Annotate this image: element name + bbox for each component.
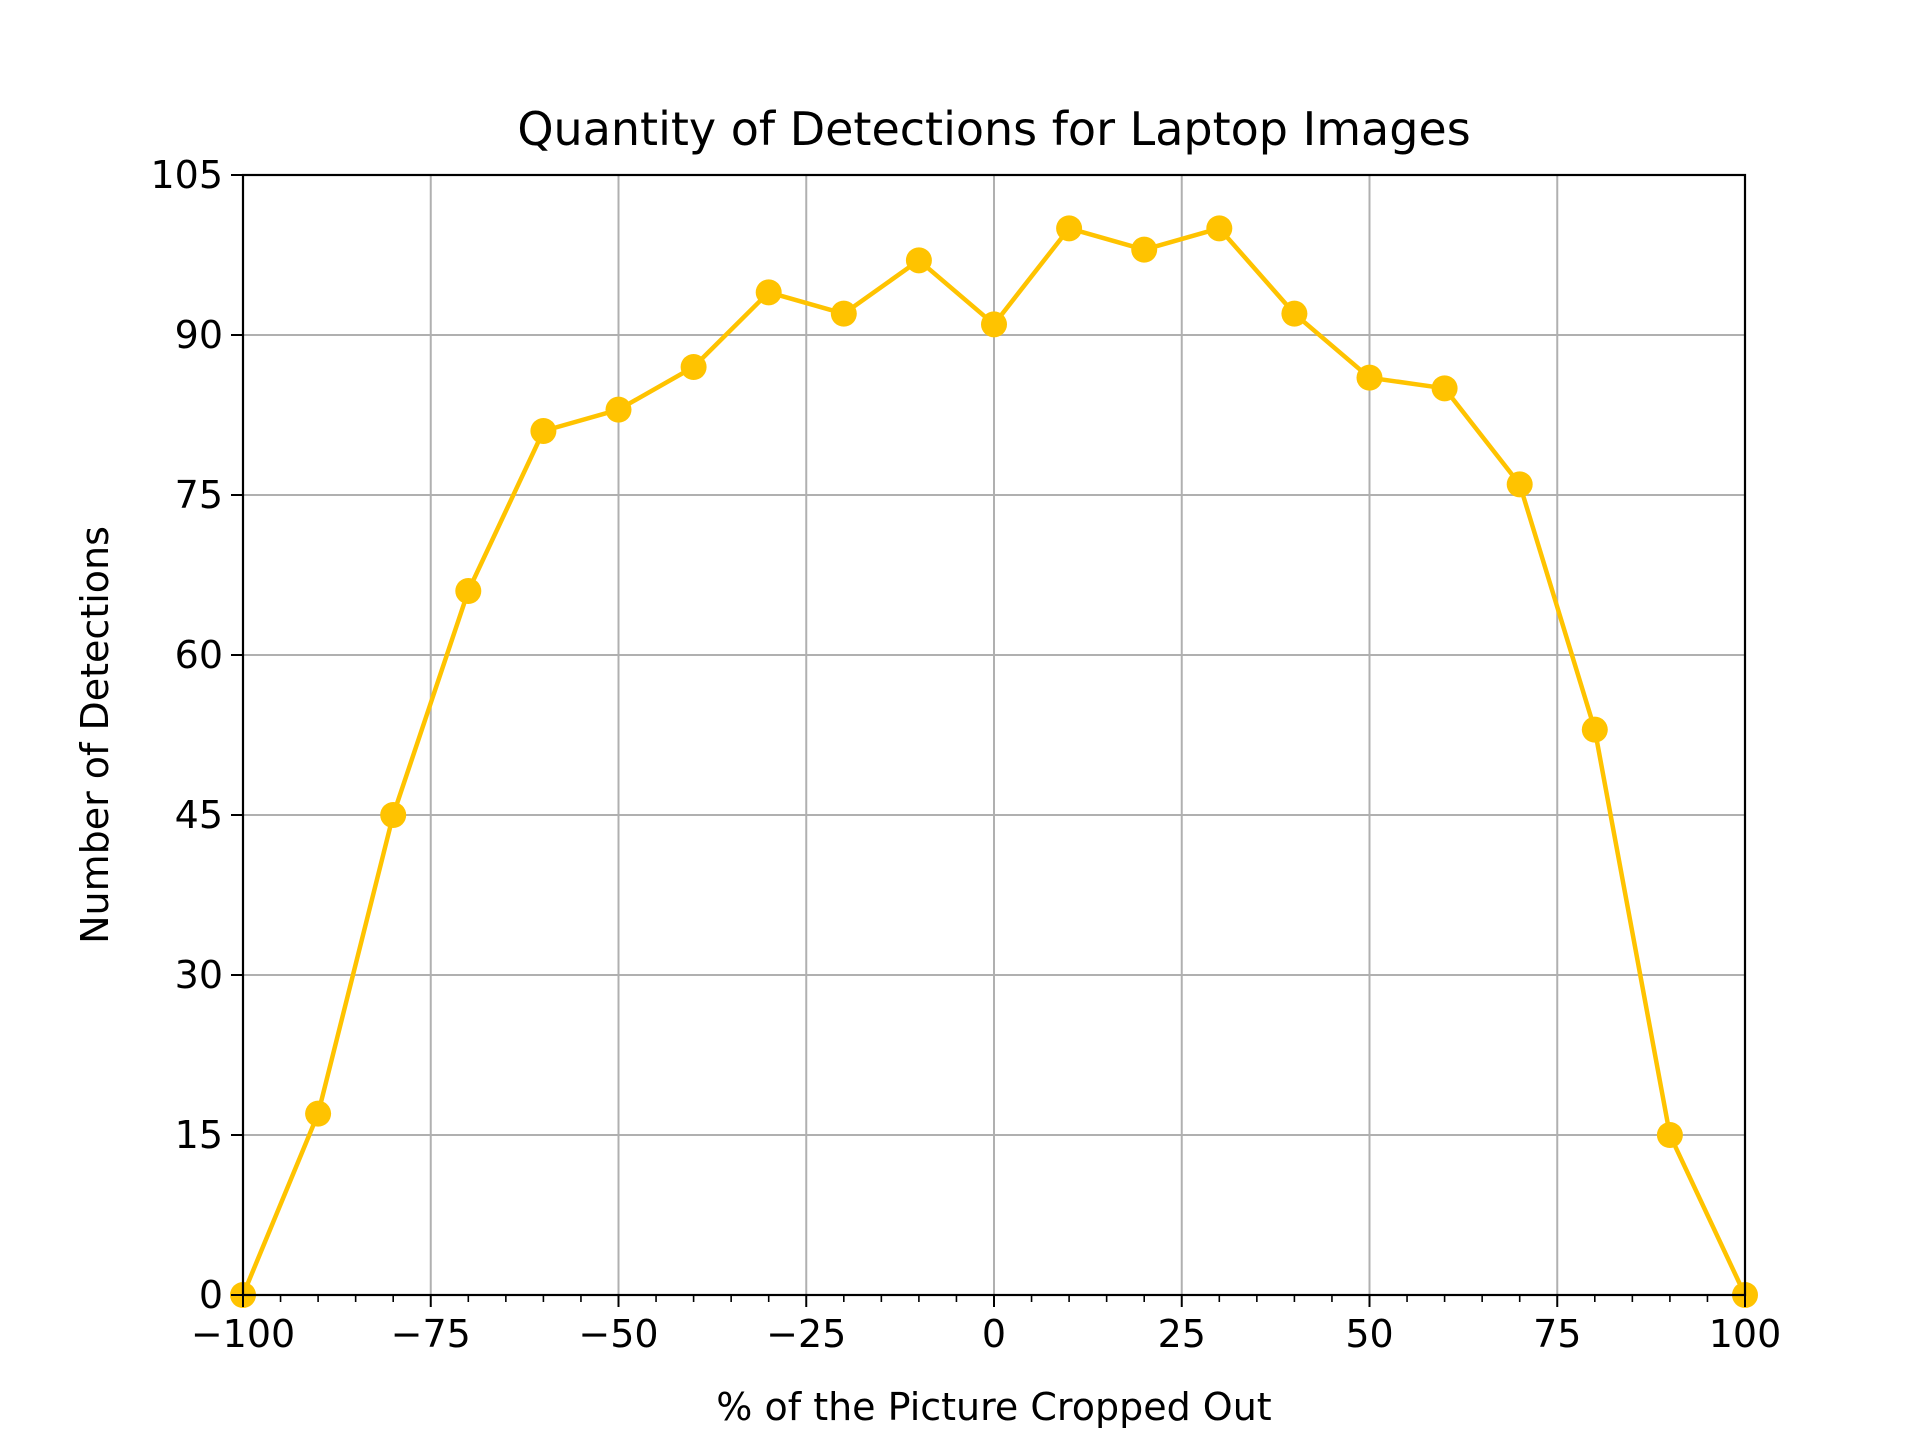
x-tick-label: −100 xyxy=(191,1312,295,1356)
data-point xyxy=(455,578,482,604)
data-point xyxy=(1581,716,1608,743)
data-point xyxy=(755,279,782,306)
x-tick-label: −25 xyxy=(766,1312,846,1356)
y-tick-label: 90 xyxy=(175,313,223,357)
x-tick-label: 0 xyxy=(982,1312,1006,1356)
data-point xyxy=(905,247,932,274)
x-tick-label: 50 xyxy=(1345,1312,1393,1356)
y-tick-label: 75 xyxy=(175,473,223,517)
data-point xyxy=(1281,300,1308,327)
data-point xyxy=(605,396,632,423)
data-point xyxy=(981,311,1007,338)
x-tick-labels: −100 −75 −50 −25 0 25 50 75 100 xyxy=(191,1312,1781,1356)
data-point xyxy=(1131,236,1158,263)
data-point xyxy=(1431,375,1458,402)
data-point xyxy=(680,354,707,380)
y-tick-label: 30 xyxy=(175,953,223,997)
data-point xyxy=(830,300,857,327)
y-tick-label: 15 xyxy=(175,1113,223,1157)
data-point xyxy=(1056,215,1083,242)
data-point xyxy=(1506,471,1533,498)
data-point xyxy=(305,1100,332,1127)
data-point xyxy=(1206,215,1233,242)
chart-title: Quantity of Detections for Laptop Images xyxy=(517,102,1470,156)
x-tick-label: −50 xyxy=(578,1312,658,1356)
x-tick-label: 100 xyxy=(1709,1312,1782,1356)
y-tick-label: 45 xyxy=(175,793,223,837)
y-axis-label: Number of Detections xyxy=(73,526,117,944)
y-tick-label: 105 xyxy=(150,153,223,197)
y-tick-label: 0 xyxy=(199,1273,223,1317)
data-point xyxy=(380,802,407,828)
x-axis-label: % of the Picture Cropped Out xyxy=(716,1385,1271,1429)
ticks xyxy=(231,174,1746,1307)
data-point xyxy=(1356,364,1383,391)
data-point xyxy=(1656,1122,1683,1148)
x-tick-label: 75 xyxy=(1533,1312,1581,1356)
x-tick-label: 25 xyxy=(1158,1312,1206,1356)
y-tick-labels: 0 15 30 45 60 75 90 105 xyxy=(150,153,223,1317)
y-tick-label: 60 xyxy=(175,633,223,677)
series-layer xyxy=(230,215,1758,1308)
x-tick-label: −75 xyxy=(391,1312,471,1356)
data-point xyxy=(530,418,557,444)
